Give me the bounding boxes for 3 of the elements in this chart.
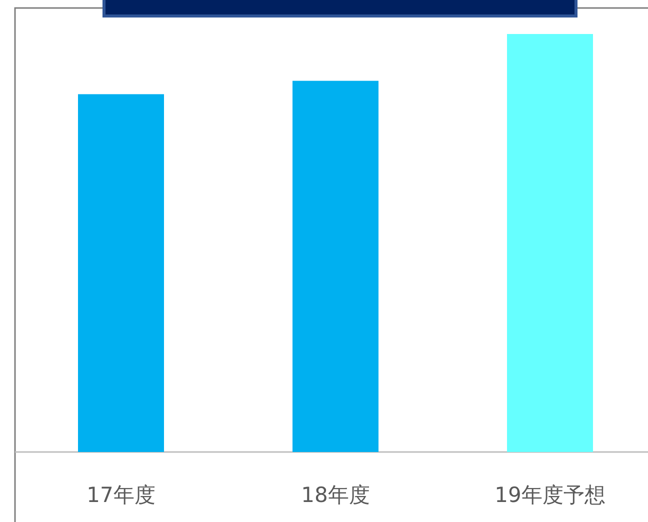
x-tick-label: 19年度予想 (494, 483, 606, 507)
x-tick-label: 18年度 (301, 483, 370, 507)
x-tick-label: 17年度 (86, 483, 156, 507)
